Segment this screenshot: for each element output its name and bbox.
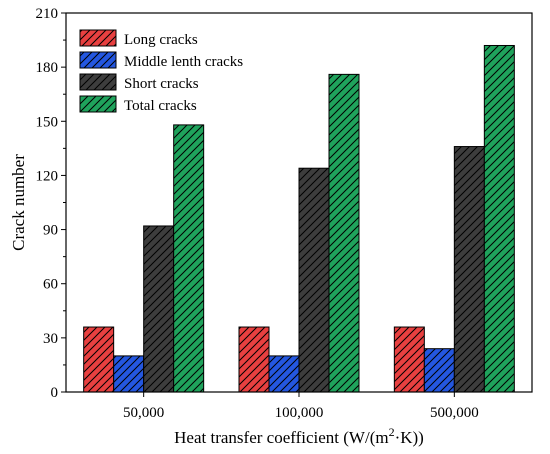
- x-tick-label: 50,000: [123, 405, 164, 421]
- y-axis-ticks: 0 30 60 90 120 150 180 210: [36, 6, 66, 401]
- y-axis-title: Crack number: [9, 154, 28, 251]
- x-axis-title-tail: ·K)): [395, 428, 424, 447]
- x-axis-title-main: Heat transfer coefficient (W/(m: [174, 428, 388, 447]
- bar: [423, 348, 455, 393]
- y-tick-label: 0: [51, 385, 59, 401]
- bar-hatch: [268, 355, 300, 393]
- y-tick-label: 150: [36, 114, 59, 130]
- legend-swatch-hatch: [79, 51, 117, 69]
- x-axis-ticks: 50,000 100,000 500,000: [123, 392, 479, 421]
- bar: [143, 225, 175, 393]
- legend-item: Total cracks: [79, 95, 197, 114]
- bar-hatch: [83, 326, 115, 393]
- bar: [483, 44, 515, 393]
- y-tick-label: 180: [36, 60, 59, 76]
- bars: [83, 44, 515, 393]
- legend: Long cracks Middle lenth cracks Short crac…: [79, 29, 243, 114]
- bar: [393, 326, 425, 393]
- legend-label: Short cracks: [124, 76, 199, 92]
- bar-hatch: [328, 73, 360, 393]
- y-tick-label: 210: [36, 6, 59, 22]
- bar-hatch: [113, 355, 145, 393]
- bar: [173, 124, 205, 393]
- legend-item: Short cracks: [79, 73, 199, 92]
- legend-label: Total cracks: [124, 98, 197, 114]
- x-tick-label: 100,000: [275, 405, 324, 421]
- y-tick-label: 120: [36, 168, 59, 184]
- bar-hatch: [423, 348, 455, 393]
- legend-swatch-hatch: [79, 95, 117, 113]
- bar: [298, 167, 330, 393]
- legend-label: Middle lenth cracks: [124, 54, 243, 70]
- y-tick-label: 30: [43, 331, 58, 347]
- legend-swatch-hatch: [79, 29, 117, 47]
- bar-hatch: [173, 124, 205, 393]
- legend-label: Long cracks: [124, 32, 198, 48]
- bar-hatch: [143, 225, 175, 393]
- bar-hatch: [238, 326, 270, 393]
- x-tick-label: 500,000: [430, 405, 479, 421]
- bar-hatch: [483, 44, 515, 393]
- bar-hatch: [393, 326, 425, 393]
- bar: [238, 326, 270, 393]
- legend-item: Long cracks: [79, 29, 198, 48]
- bar: [328, 73, 360, 393]
- bar-hatch: [453, 146, 485, 393]
- bar: [453, 146, 485, 393]
- y-tick-label: 60: [43, 277, 58, 293]
- y-tick-label: 90: [43, 223, 58, 239]
- legend-swatch-hatch: [79, 73, 117, 91]
- x-axis-title-sup: 2: [389, 425, 395, 439]
- legend-item: Middle lenth cracks: [79, 51, 243, 70]
- bar-hatch: [298, 167, 330, 393]
- bar: [113, 355, 145, 393]
- x-axis-title: Heat transfer coefficient (W/(m2·K)): [174, 425, 424, 447]
- bar: [268, 355, 300, 393]
- bar: [83, 326, 115, 393]
